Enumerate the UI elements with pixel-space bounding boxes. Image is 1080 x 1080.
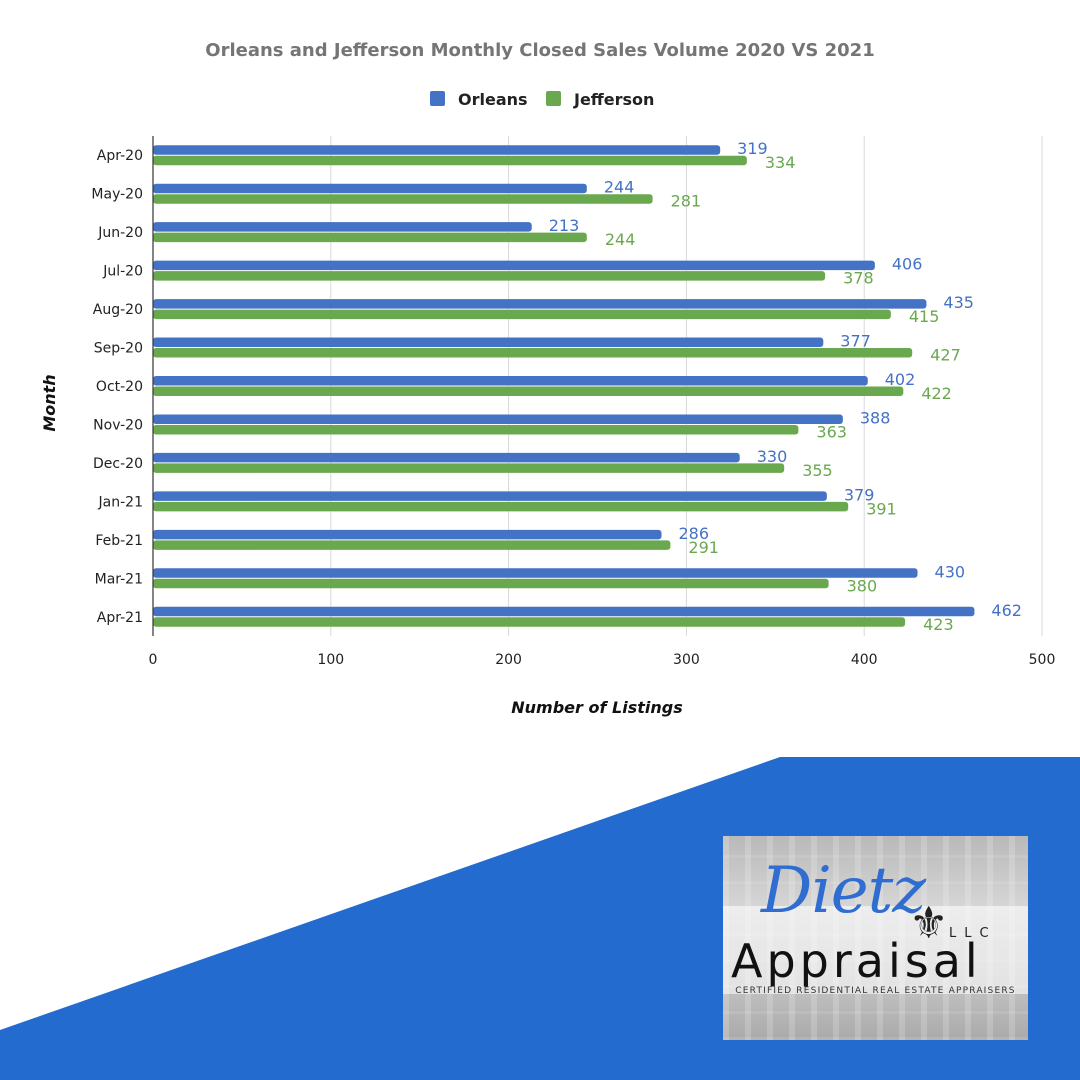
bar-orleans [153,183,587,194]
bar-jefferson [153,463,785,473]
logo-backdrop [723,906,1028,994]
bar-orleans [153,337,824,348]
data-label-orleans: 213 [549,216,580,235]
bar-orleans [153,299,927,309]
bar-orleans [153,452,740,463]
bar-orleans [153,376,868,386]
x-tick-label-100: 100 [317,652,344,668]
bar-jefferson [153,617,906,627]
y-tick-label: Apr-20 [97,148,143,164]
data-label-orleans: 330 [757,447,788,466]
y-tick-label: Jun-20 [97,225,143,241]
company-logo: Dietz ⚜ LLC Appraisal CERTIFIED RESIDENT… [723,836,1028,1040]
legend-label-orleans: Orleans [458,90,528,109]
bar-jefferson [153,386,904,396]
bars [153,145,975,627]
logo-script-text: Dietz [761,854,926,928]
logo-llc: LLC [949,926,997,941]
y-tick-label: Aug-20 [93,302,143,318]
bar-jefferson [153,540,671,550]
data-label-orleans: 402 [885,370,916,389]
bar-orleans [153,414,843,424]
chart-title: Orleans and Jefferson Monthly Closed Sal… [205,40,874,61]
bar-jefferson [153,271,826,281]
bar-jefferson [153,309,891,320]
y-tick-label: Jan-21 [98,494,143,510]
data-label-jefferson: 423 [923,615,954,634]
x-tick-label-500: 500 [1029,652,1056,668]
bar-orleans [153,260,875,271]
bar-jefferson [153,501,849,512]
legend-label-jefferson: Jefferson [573,90,654,109]
data-label-jefferson: 244 [605,230,636,249]
bar-jefferson [153,424,799,435]
bar-orleans [153,222,532,232]
data-label-jefferson: 281 [671,192,702,211]
logo-tagline: CERTIFIED RESIDENTIAL REAL ESTATE APPRAI… [735,986,1016,996]
y-tick-label: Jul-20 [102,264,143,280]
y-tick-label: Oct-20 [96,379,143,395]
bar-orleans [153,606,975,617]
data-label-orleans: 462 [991,601,1022,620]
legend-swatch-jefferson [546,91,561,106]
x-axis-title: Number of Listings [511,698,682,717]
data-label-orleans: 319 [737,139,768,158]
data-label-orleans: 388 [860,408,891,427]
data-label-orleans: 286 [679,524,710,543]
data-label-orleans: 435 [943,293,974,312]
bar-orleans [153,491,827,501]
data-label-jefferson: 391 [866,499,897,518]
data-label-jefferson: 427 [930,346,961,365]
y-axis-title: Month [40,374,59,431]
bar-jefferson [153,232,587,243]
legend-swatch-orleans [430,91,445,106]
fleur-de-lis-icon: ⚜ [909,898,949,949]
bar-chart: Orleans and Jefferson Monthly Closed Sal… [40,40,1056,717]
data-label-jefferson: 334 [765,153,796,172]
data-label-jefferson: 363 [816,422,847,441]
logo-wordmark: Appraisal [731,934,982,988]
data-label-jefferson: 291 [688,538,719,557]
x-tick-label-400: 400 [851,652,878,668]
y-axis-ticks: Apr-20 May-20 Jun-20 Jul-20 Aug-20 Sep-20 Oct-… [91,148,143,626]
y-tick-label: May-20 [91,187,143,203]
x-tick-label-300: 300 [673,652,700,668]
legend: Orleans Jefferson [430,90,654,109]
bar-orleans [153,145,721,155]
data-label-orleans: 406 [892,255,923,274]
data-label-jefferson: 355 [802,461,833,480]
data-label-orleans: 430 [935,562,966,581]
y-tick-label: Mar-21 [95,571,143,587]
y-tick-label: Nov-20 [93,417,143,433]
x-tick-label-0: 0 [149,652,158,668]
data-label-jefferson: 422 [921,384,952,403]
y-tick-label: Sep-20 [94,341,143,357]
x-axis-ticks: 0 100 200 300 400 500 [149,652,1056,668]
bar-jefferson [153,155,747,166]
data-label-jefferson: 378 [843,269,874,288]
data-label-orleans: 244 [604,178,635,197]
gridlines [330,136,1043,636]
data-label-jefferson: 415 [909,307,940,326]
y-tick-label: Apr-21 [97,610,143,626]
bar-jefferson [153,194,653,204]
data-label-orleans: 379 [844,485,875,504]
bar-orleans [153,568,918,578]
data-label-orleans: 377 [840,332,871,351]
y-tick-label: Dec-20 [93,456,143,472]
bar-jefferson [153,578,829,589]
y-tick-label: Feb-21 [95,533,143,549]
data-label-jefferson: 380 [847,576,878,595]
x-tick-label-200: 200 [495,652,522,668]
bar-jefferson [153,348,913,358]
bar-orleans [153,529,662,540]
